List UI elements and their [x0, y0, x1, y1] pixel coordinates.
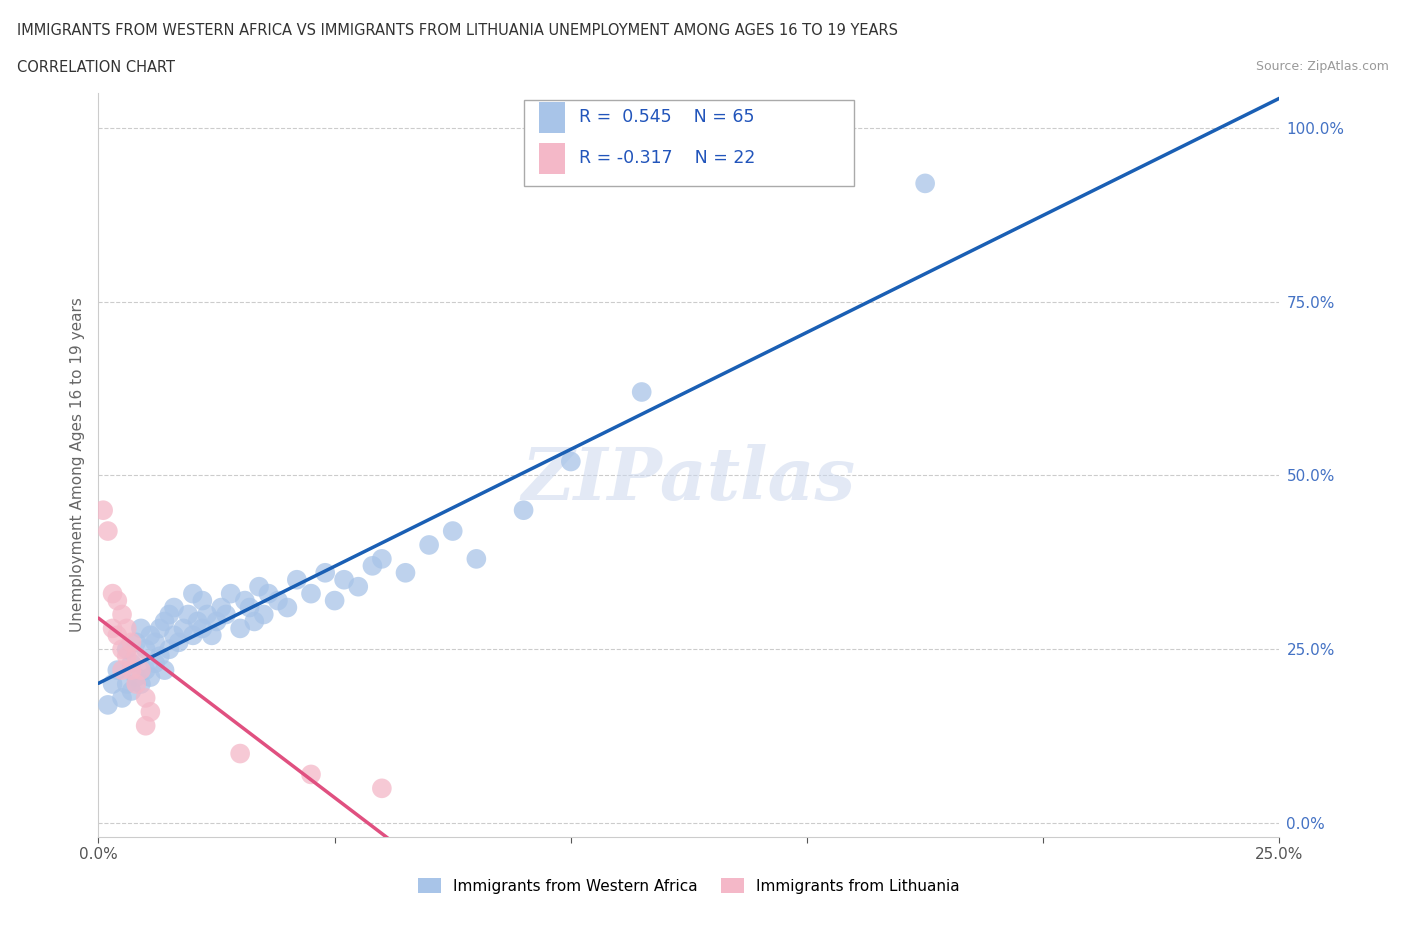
Point	[105, 593, 128, 608]
Text: ZIPatlas: ZIPatlas	[522, 445, 856, 515]
Point	[157, 607, 180, 622]
Point	[267, 593, 290, 608]
Point	[215, 607, 238, 622]
Point	[105, 628, 128, 643]
Point	[125, 635, 148, 650]
Text: R = -0.317    N = 22: R = -0.317 N = 22	[579, 150, 755, 167]
Text: CORRELATION CHART: CORRELATION CHART	[17, 60, 174, 75]
Point	[143, 656, 166, 671]
Point	[276, 600, 298, 615]
Text: R =  0.545    N = 65: R = 0.545 N = 65	[579, 108, 755, 126]
Point	[149, 649, 172, 664]
Point	[285, 572, 308, 587]
Point	[149, 621, 172, 636]
Point	[121, 635, 143, 650]
Point	[121, 684, 143, 698]
Point	[135, 718, 157, 733]
Point	[97, 524, 120, 538]
Point	[125, 670, 148, 684]
Point	[465, 551, 488, 566]
Point	[914, 176, 936, 191]
Point	[135, 663, 157, 678]
Point	[139, 670, 162, 684]
Point	[91, 503, 114, 518]
Point	[111, 607, 134, 622]
Point	[247, 579, 270, 594]
Point	[239, 600, 262, 615]
Point	[441, 524, 464, 538]
Point	[97, 698, 120, 712]
Point	[105, 663, 128, 678]
Bar	[538, 143, 565, 174]
Point	[115, 642, 138, 657]
Point	[314, 565, 336, 580]
Legend: Immigrants from Western Africa, Immigrants from Lithuania: Immigrants from Western Africa, Immigran…	[412, 872, 966, 900]
Point	[163, 628, 186, 643]
Point	[394, 565, 416, 580]
Point	[299, 586, 322, 601]
Point	[219, 586, 242, 601]
Point	[125, 677, 148, 692]
Point	[129, 677, 152, 692]
Point	[233, 593, 256, 608]
Point	[153, 614, 176, 629]
Point	[371, 781, 394, 796]
Point	[172, 621, 194, 636]
Point	[111, 690, 134, 705]
Point	[347, 579, 370, 594]
Point	[167, 635, 190, 650]
Point	[143, 635, 166, 650]
Y-axis label: Unemployment Among Ages 16 to 19 years: Unemployment Among Ages 16 to 19 years	[70, 298, 86, 632]
Point	[191, 621, 214, 636]
Point	[157, 642, 180, 657]
Point	[229, 621, 252, 636]
Point	[125, 649, 148, 664]
Point	[209, 600, 232, 615]
Point	[139, 704, 162, 719]
Text: Source: ZipAtlas.com: Source: ZipAtlas.com	[1256, 60, 1389, 73]
Point	[299, 767, 322, 782]
Point	[177, 607, 200, 622]
Point	[121, 656, 143, 671]
Point	[195, 607, 218, 622]
Point	[153, 663, 176, 678]
Point	[181, 628, 204, 643]
Point	[135, 642, 157, 657]
Point	[323, 593, 346, 608]
Point	[253, 607, 276, 622]
Point	[512, 503, 534, 518]
Point	[121, 663, 143, 678]
Point	[187, 614, 209, 629]
Point	[115, 677, 138, 692]
Point	[129, 621, 152, 636]
Point	[229, 746, 252, 761]
Point	[129, 663, 152, 678]
Point	[201, 628, 224, 643]
Point	[111, 642, 134, 657]
Point	[115, 649, 138, 664]
Point	[361, 558, 384, 573]
Bar	[538, 101, 565, 133]
Text: IMMIGRANTS FROM WESTERN AFRICA VS IMMIGRANTS FROM LITHUANIA UNEMPLOYMENT AMONG A: IMMIGRANTS FROM WESTERN AFRICA VS IMMIGR…	[17, 23, 898, 38]
Point	[243, 614, 266, 629]
Point	[560, 454, 582, 469]
Point	[163, 600, 186, 615]
Point	[115, 621, 138, 636]
Point	[418, 538, 440, 552]
FancyBboxPatch shape	[523, 100, 855, 186]
Point	[135, 690, 157, 705]
Point	[191, 593, 214, 608]
Point	[101, 677, 124, 692]
Point	[371, 551, 394, 566]
Point	[333, 572, 356, 587]
Point	[101, 621, 124, 636]
Point	[181, 586, 204, 601]
Point	[205, 614, 228, 629]
Point	[139, 628, 162, 643]
Point	[630, 384, 652, 399]
Point	[257, 586, 280, 601]
Point	[111, 663, 134, 678]
Point	[101, 586, 124, 601]
